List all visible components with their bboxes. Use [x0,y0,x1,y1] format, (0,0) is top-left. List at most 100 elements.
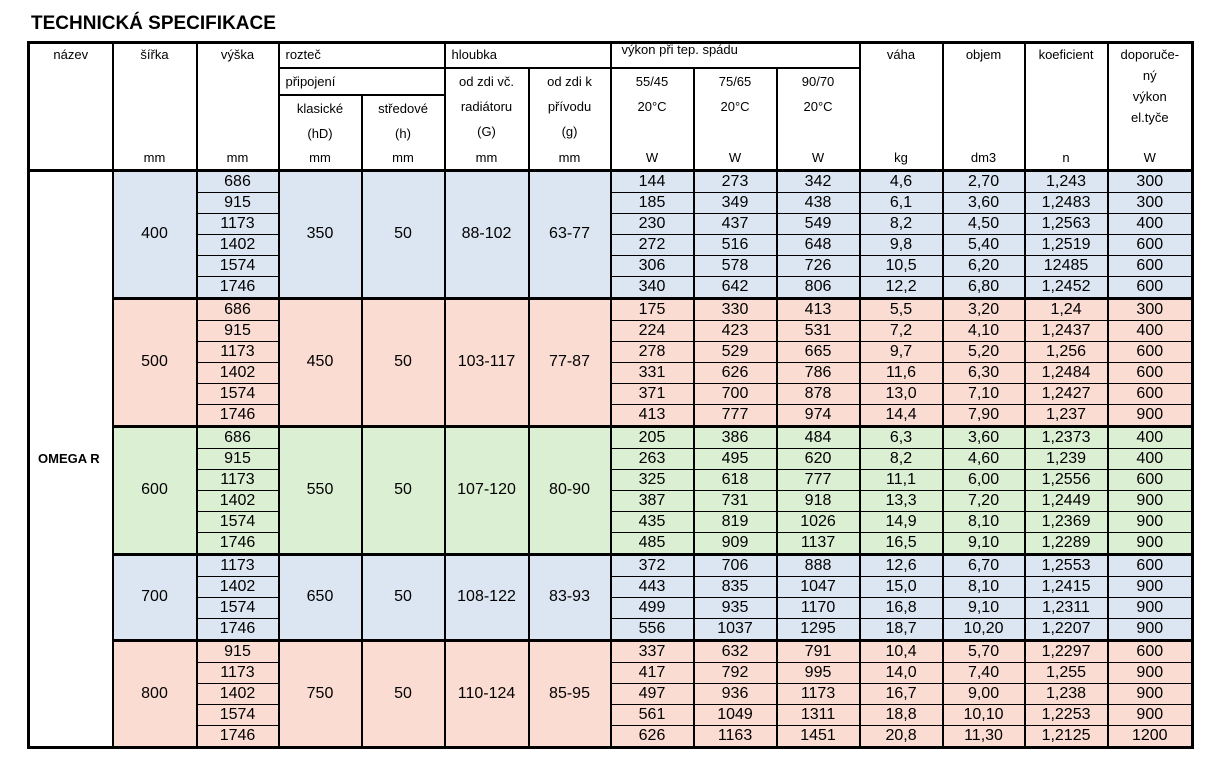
value-cell: 786 [775,361,861,384]
header-text: (hD) [307,126,333,141]
depth-inlet: 80-90 [527,424,612,555]
value-cell: 791 [775,638,861,663]
value-cell: 18,7 [858,617,944,641]
value-cell: 11,30 [941,724,1026,748]
value-cell: 1,2563 [1023,212,1109,235]
unit-label: mm [195,146,280,172]
data-row: 1746 340 642 806 12,2 6,80 1,2452 600 [29,275,1194,299]
height-cell: 1574 [195,596,280,619]
value-cell: 1,2483 [1023,191,1109,214]
value-cell: 175 [609,296,695,321]
value-cell: 900 [1106,596,1194,619]
value-cell: 413 [775,296,861,321]
width-cell: 500 [111,296,198,427]
data-row: 1574 561 1049 1311 18,8 10,10 1,2253 900 [29,703,1194,726]
value-cell: 443 [609,575,695,598]
value-cell: 349 [692,191,778,214]
height-cell: 1574 [195,510,280,533]
height-cell: 1173 [195,468,280,491]
data-row: 1746 626 1163 1451 20,8 11,30 1,2125 1200 [29,724,1194,748]
header-cell [27,146,114,172]
value-cell: 516 [692,233,778,256]
value-cell: 1,2289 [1023,531,1109,555]
value-cell: 263 [609,447,695,470]
value-cell: 1,2253 [1023,703,1109,726]
value-cell: 620 [775,447,861,470]
unit-label: n [1023,146,1109,172]
value-cell: 12485 [1023,254,1109,277]
header-cell: klasické (hD) [277,95,363,146]
header-text: radiátoru [460,99,513,114]
value-cell: 14,4 [858,403,944,427]
depth-inlet: 77-87 [527,296,612,427]
data-row: 1574 371 700 878 13,0 7,10 1,2427 600 [29,382,1194,405]
value-cell: 9,7 [858,340,944,363]
value-cell: 16,7 [858,682,944,705]
value-cell: 6,20 [941,254,1026,277]
data-row: 1173 230 437 549 8,2 4,50 1,2563 400 [29,212,1194,235]
spacing-center: 50 [360,552,446,641]
header-cell: 75/65 20°C [692,68,778,146]
data-row: 1574 306 578 726 10,5 6,20 12485 600 [29,254,1194,277]
header-text: 20°C [720,99,750,114]
value-cell: 20,8 [858,724,944,748]
value-cell: 665 [775,340,861,363]
value-cell: 726 [775,254,861,277]
value-cell: 7,10 [941,382,1026,405]
value-cell: 4,50 [941,212,1026,235]
value-cell: 1049 [692,703,778,726]
value-cell: 423 [692,319,778,342]
value-cell: 342 [775,168,861,193]
height-cell: 1746 [195,275,280,299]
header-row: název šířka výška rozteč hloubka výkon p… [27,42,1194,146]
value-cell: 6,00 [941,468,1026,491]
data-row: 600 686 550 50 107-120 80-90 205 386 484 6,3 3,60 1… [29,424,1194,555]
value-cell: 600 [1106,254,1194,277]
value-cell: 900 [1106,682,1194,705]
header-text: od zdi k [547,74,592,89]
height-cell: 686 [195,296,280,321]
height-cell: 686 [195,424,280,449]
data-row: 700 1173 650 50 108-122 83-93 372 706 888 12,6 6,7… [29,552,1194,641]
data-row: 1402 272 516 648 9,8 5,40 1,2519 600 [29,233,1194,256]
value-cell: 371 [609,382,695,405]
value-cell: 435 [609,510,695,533]
value-cell: 9,10 [941,596,1026,619]
spacing-center: 50 [360,638,446,748]
header-text: připojení [285,74,336,89]
data-row: 500 686 450 50 103-117 77-87 175 330 413 5,5 3,20 1… [29,296,1194,427]
value-cell: 777 [775,468,861,491]
value-cell: 1,2125 [1023,724,1109,748]
value-cell: 936 [692,682,778,705]
value-cell: 642 [692,275,778,299]
spacing-classic: 350 [277,168,363,299]
header-row: klasické (hD) středové (h) [29,95,1193,146]
value-cell: 6,1 [858,191,944,214]
value-cell: 1,2373 [1023,424,1109,449]
width-cell: 600 [111,424,198,555]
data-row: 1173 278 529 665 9,7 5,20 1,256 600 [29,340,1194,363]
height-cell: 915 [195,319,280,342]
value-cell: 386 [692,424,778,449]
value-cell: 16,5 [858,531,944,555]
value-cell: 835 [692,575,778,598]
value-cell: 2,70 [941,168,1026,193]
header-cell: váha [858,42,944,146]
value-cell: 1,2415 [1023,575,1109,598]
value-cell: 900 [1106,575,1194,598]
model-name: OMEGA R [27,168,114,748]
table-header: název šířka výška rozteč hloubka výkon p… [27,42,1194,172]
value-cell: 600 [1106,468,1194,491]
value-cell: 230 [609,212,695,235]
value-cell: 1,237 [1023,403,1109,427]
value-cell: 909 [692,531,778,555]
value-cell: 878 [775,382,861,405]
spacing-center: 50 [360,168,446,299]
value-cell: 16,8 [858,596,944,619]
value-cell: 13,0 [858,382,944,405]
value-cell: 600 [1106,233,1194,256]
header-text: název [53,47,89,62]
header-row: připojení od zdi vč. radiátoru (G) od zd… [29,68,1193,146]
